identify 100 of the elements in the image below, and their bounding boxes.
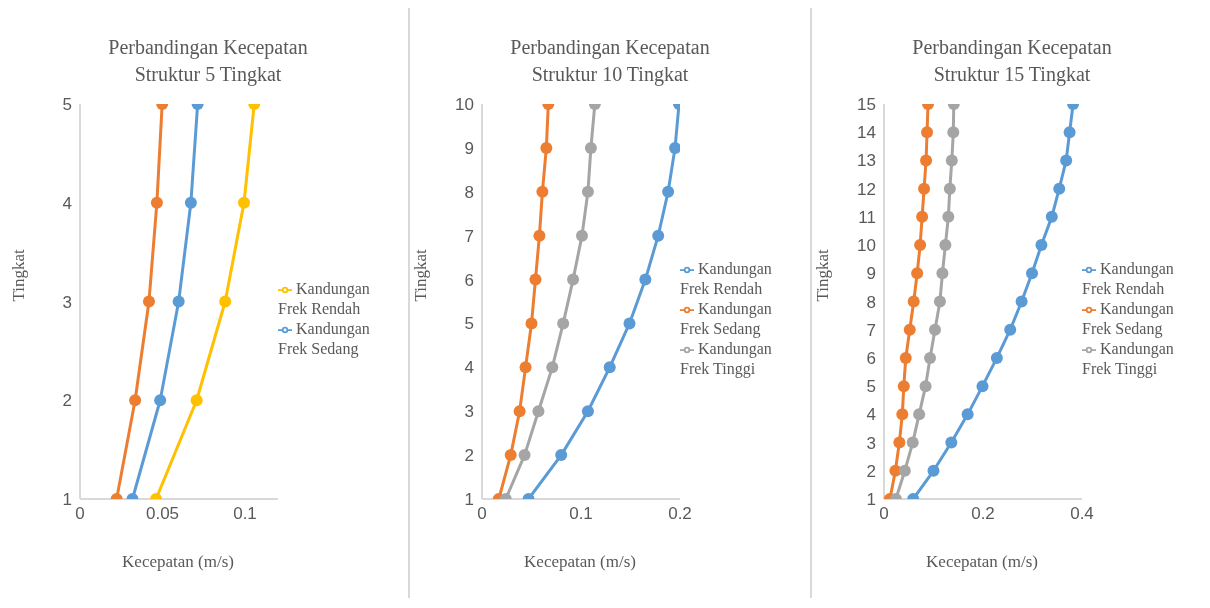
point xyxy=(532,405,545,418)
y-tick-label: 6 xyxy=(866,348,876,368)
point xyxy=(154,394,167,407)
point xyxy=(1063,126,1076,139)
point xyxy=(536,185,549,198)
point xyxy=(1015,295,1028,308)
point xyxy=(129,394,142,407)
y-tick-label: 4 xyxy=(62,193,72,213)
point xyxy=(662,185,675,198)
y-tick-label: 5 xyxy=(62,95,72,115)
point xyxy=(238,196,251,209)
point xyxy=(916,210,929,223)
y-tick-label: 10 xyxy=(857,236,876,256)
y-tick-label: 11 xyxy=(858,207,876,227)
y-tick-label: 1 xyxy=(866,490,876,510)
point xyxy=(899,351,912,364)
point xyxy=(903,323,916,336)
point xyxy=(927,464,940,477)
point xyxy=(942,210,955,223)
point xyxy=(184,196,197,209)
point xyxy=(907,295,920,308)
point xyxy=(936,267,949,280)
point xyxy=(567,273,580,286)
point xyxy=(1004,323,1017,336)
legend-label: Kandungan Frek Rendah xyxy=(680,260,772,297)
chart-title: Perbandingan Kecepatan Struktur 5 Tingkat xyxy=(107,35,309,88)
x-tick-label: 0.05 xyxy=(145,504,180,524)
point xyxy=(623,317,636,330)
x-tick-label: 0.2 xyxy=(971,504,995,524)
point xyxy=(533,229,546,242)
point xyxy=(939,239,952,252)
point xyxy=(945,154,958,167)
point xyxy=(906,436,919,449)
point xyxy=(921,126,934,139)
chart-title: Perbandingan Kecepatan Struktur 15 Tingkat xyxy=(911,35,1113,88)
y-tick-label: 12 xyxy=(857,179,876,199)
y-tick-label: 14 xyxy=(857,123,876,143)
legend-label: Kandungan Frek Rendah xyxy=(278,280,370,317)
y-tick-label: 9 xyxy=(464,138,474,158)
y-tick-label: 7 xyxy=(464,226,474,246)
point xyxy=(1026,267,1039,280)
point xyxy=(584,141,597,154)
point xyxy=(918,182,931,195)
x-tick-label: 0 xyxy=(75,504,85,524)
point xyxy=(525,317,538,330)
point xyxy=(172,295,185,308)
point xyxy=(920,154,933,167)
point xyxy=(913,408,926,421)
point xyxy=(945,436,958,449)
x-tick-label: 0.2 xyxy=(668,504,692,524)
legend-label: Kandungan Frek Rendah xyxy=(1082,260,1174,297)
point xyxy=(555,449,568,462)
chart-title: Perbandingan Kecepatan Struktur 10 Tingkat xyxy=(509,35,711,88)
point xyxy=(669,141,680,154)
y-tick-label: 3 xyxy=(866,433,876,453)
legend-label: Kandungan Frek Sedang xyxy=(278,320,370,357)
point xyxy=(219,295,232,308)
x-tick-label: 0.1 xyxy=(233,504,257,524)
y-tick-label: 1 xyxy=(62,490,72,510)
point xyxy=(652,229,665,242)
point xyxy=(898,464,911,477)
y-tick-label: 9 xyxy=(866,264,876,284)
point xyxy=(581,405,594,418)
legend-label: Kandungan Frek Tinggi xyxy=(680,340,772,377)
x-tick-label: 0.4 xyxy=(1070,504,1094,524)
point xyxy=(893,436,906,449)
point xyxy=(518,449,531,462)
point xyxy=(928,323,941,336)
point xyxy=(1045,210,1058,223)
point xyxy=(911,267,924,280)
point xyxy=(142,295,155,308)
point xyxy=(581,185,594,198)
point xyxy=(504,449,517,462)
y-tick-label: 15 xyxy=(857,95,876,115)
y-tick-label: 5 xyxy=(464,314,474,334)
y-tick-label: 2 xyxy=(866,461,876,481)
point xyxy=(924,351,937,364)
y-tick-label: 2 xyxy=(62,391,72,411)
y-tick-label: 2 xyxy=(464,446,474,466)
point xyxy=(990,351,1003,364)
point xyxy=(914,239,927,252)
point xyxy=(603,361,616,374)
y-tick-label: 3 xyxy=(464,402,474,422)
y-tick-label: 5 xyxy=(866,377,876,397)
y-axis-title: Tingkat xyxy=(9,248,29,302)
x-tick-label: 0.1 xyxy=(569,504,593,524)
point xyxy=(575,229,588,242)
y-tick-label: 1 xyxy=(464,490,474,510)
point xyxy=(919,380,932,393)
x-tick-label: 0 xyxy=(879,504,889,524)
point xyxy=(1053,182,1066,195)
y-tick-label: 4 xyxy=(464,358,474,378)
x-axis-title: Kecepatan (m/s) xyxy=(121,552,235,572)
point xyxy=(1060,154,1073,167)
legend-label: Kandungan Frek Sedang xyxy=(680,300,772,337)
point xyxy=(896,408,909,421)
point xyxy=(1035,239,1048,252)
point xyxy=(150,196,163,209)
point xyxy=(529,273,542,286)
point xyxy=(897,380,910,393)
